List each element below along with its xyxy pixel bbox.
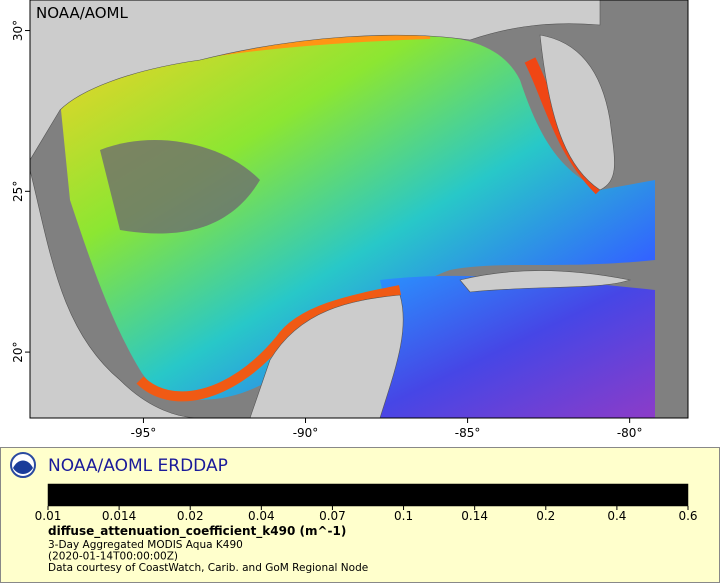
x-tick-label: -90°: [293, 426, 319, 440]
colorbar-tick-label: 0.2: [536, 509, 555, 523]
colorbar-tick-label: 0.014: [102, 509, 136, 523]
land-yucatan: [249, 294, 404, 418]
colorbar-tick-label: 0.04: [248, 509, 275, 523]
info-line: Data courtesy of CoastWatch, Carib. and …: [48, 562, 368, 574]
y-tick-label: 30°: [11, 20, 25, 41]
land-cuba: [459, 270, 632, 293]
map-label: NOAA/AOML: [36, 4, 129, 22]
variable-name: diffuse_attenuation_coefficient_k490 (m^…: [48, 524, 346, 539]
land-usa: [30, 0, 601, 161]
cloud: [100, 140, 260, 234]
coast-band: [136, 285, 401, 402]
info-line: 3-Day Aggregated MODIS Aqua K490: [48, 539, 243, 551]
y-tick-label: 20°: [11, 341, 25, 362]
info-lines: 3-Day Aggregated MODIS Aqua K490(2020-01…: [48, 539, 368, 574]
colorbar: [47, 483, 689, 507]
colorbar-ticks: 0.01 0.014 0.02 0.04 0.07 0.1 0.14 0.2 0.4 0.6: [35, 506, 698, 523]
y-tick-label: 25°: [11, 181, 25, 202]
colorbar-tick-label: 0.14: [461, 509, 488, 523]
no-data-east: [600, 0, 688, 418]
info-line: (2020-01-14T00:00:00Z): [48, 551, 178, 563]
colorbar-tick-label: 0.07: [319, 509, 346, 523]
x-tick-label: -95°: [131, 426, 157, 440]
logo-bird: [13, 460, 33, 474]
map-raster: NOAA/AOML: [30, 0, 688, 418]
gulf-water: [60, 36, 655, 400]
colorbar-tick-label: 0.4: [607, 509, 626, 523]
land-florida: [539, 34, 615, 191]
axes: -95° -90° -85° -80° 20° 25° 30°: [11, 20, 642, 440]
logo: [10, 452, 36, 478]
colorbar-tick-label: 0.01: [35, 509, 62, 523]
land-mexico: [30, 169, 201, 418]
map-frame: [29, 0, 689, 419]
colorbar-tick-label: 0.6: [678, 509, 697, 523]
legend-panel: [0, 447, 720, 583]
legend-title: NOAA/AOML ERDDAP: [48, 456, 228, 476]
x-tick-label: -80°: [617, 426, 643, 440]
colorbar-tick-label: 0.02: [177, 509, 204, 523]
colorbar-tick-label: 0.1: [394, 509, 413, 523]
caribbean-water: [360, 275, 655, 418]
x-tick-label: -85°: [455, 426, 481, 440]
